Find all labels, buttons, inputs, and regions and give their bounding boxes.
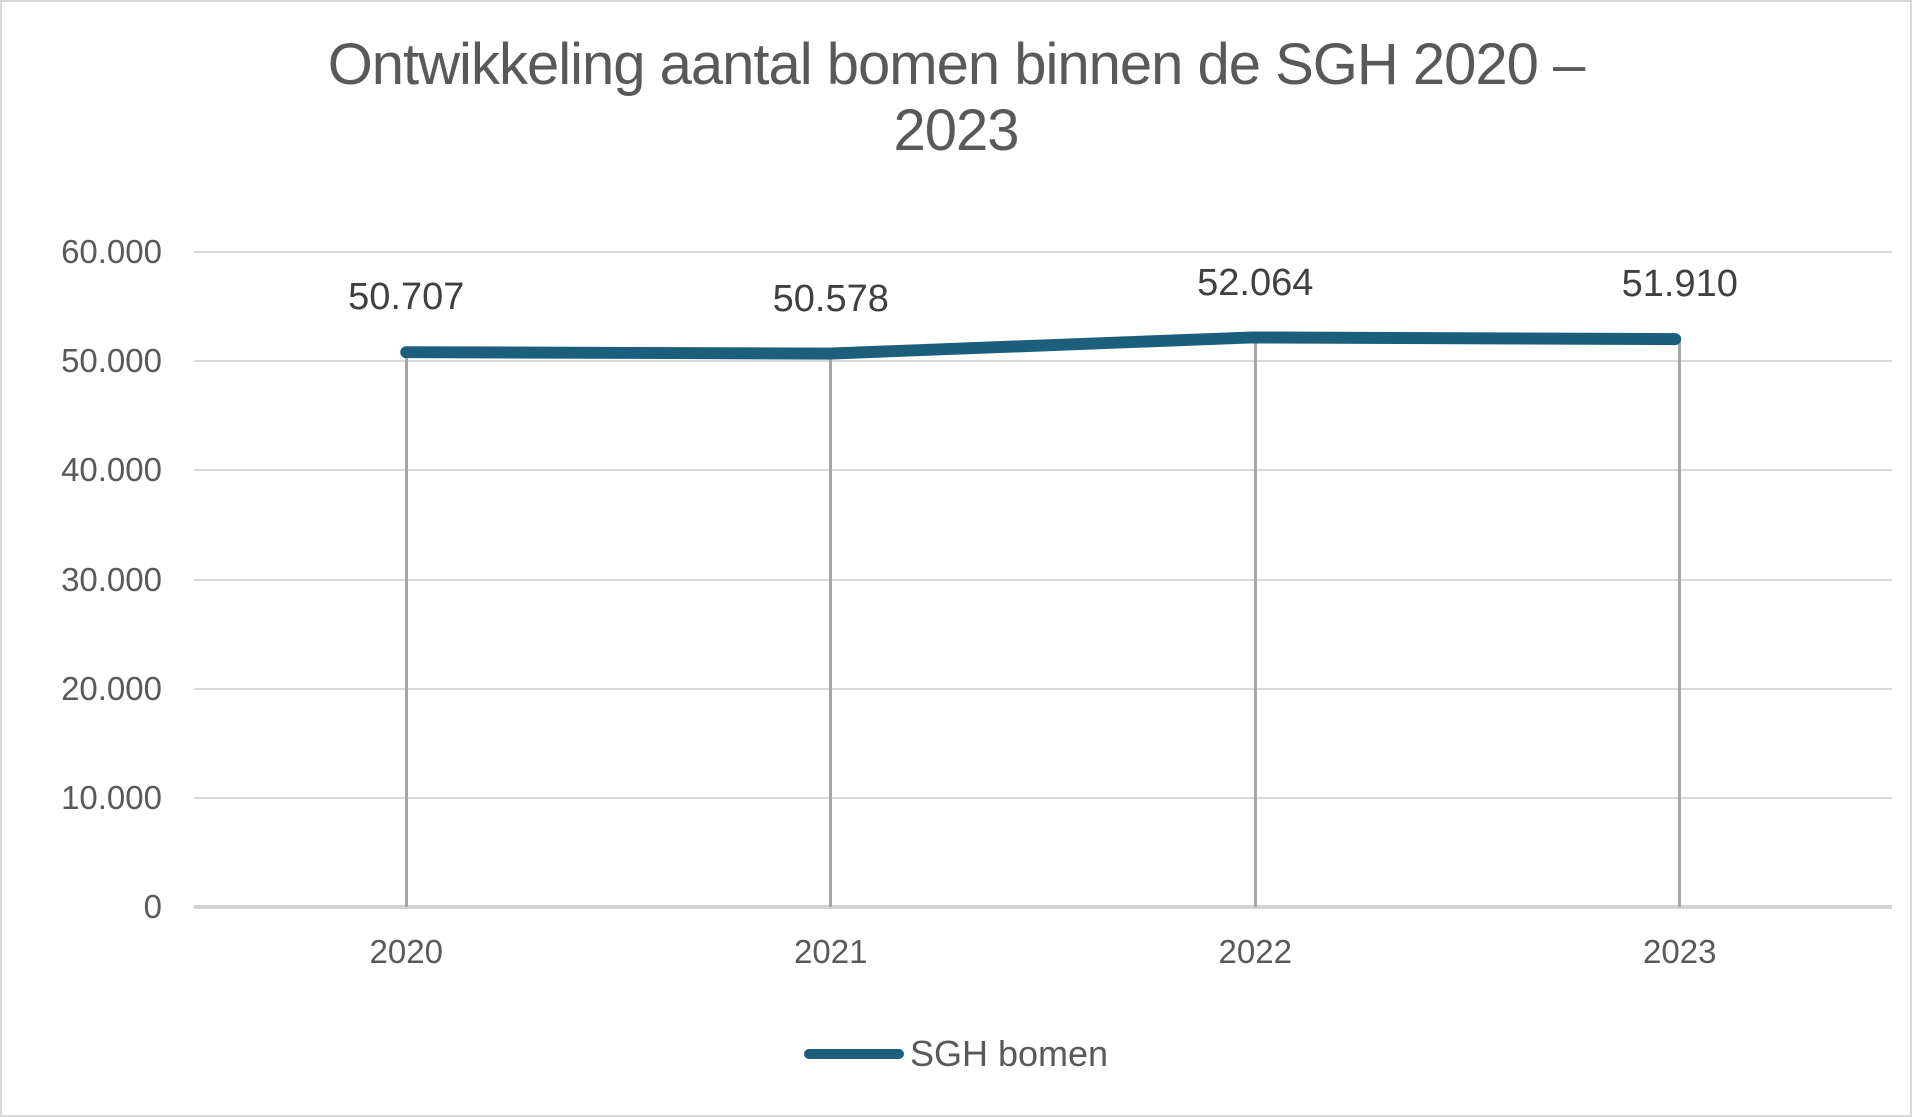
h-gridline <box>194 469 1892 472</box>
drop-line <box>404 353 408 907</box>
chart-title: Ontwikkeling aantal bomen binnen de SGH … <box>2 32 1910 164</box>
x-tick-label: 2022 <box>1218 933 1292 970</box>
y-tick-label: 50.000 <box>61 342 162 380</box>
x-tick-label: 2020 <box>369 933 443 970</box>
h-gridline <box>194 687 1892 690</box>
h-gridline <box>194 796 1892 799</box>
h-gridline <box>194 251 1892 253</box>
h-gridline <box>194 360 1892 363</box>
y-tick-label: 10.000 <box>61 778 162 816</box>
y-tick-label: 0 <box>143 888 162 925</box>
y-tick-label: 30.000 <box>61 560 162 598</box>
legend-label: SGH bomen <box>909 1033 1109 1074</box>
drop-line <box>829 354 833 907</box>
x-axis-line <box>194 905 1892 909</box>
data-label: 50.578 <box>772 277 889 320</box>
data-label: 50.707 <box>348 276 465 319</box>
drop-line <box>1678 340 1682 907</box>
h-gridline <box>194 578 1892 581</box>
data-label: 51.910 <box>1621 263 1738 306</box>
x-tick-label: 2021 <box>794 933 868 970</box>
legend: SGH bomen <box>2 1034 1910 1074</box>
chart-title-line2: 2023 <box>893 98 1019 163</box>
series-line <box>400 331 1682 360</box>
x-tick-label: 2023 <box>1643 933 1717 970</box>
y-tick-label: 20.000 <box>61 669 162 707</box>
data-label: 52.064 <box>1197 261 1314 304</box>
chart-title-line1: Ontwikkeling aantal bomen binnen de SGH … <box>327 32 1586 97</box>
y-tick-label: 40.000 <box>61 451 162 489</box>
legend-line-swatch <box>803 1049 904 1059</box>
y-tick-label: 60.000 <box>61 233 162 270</box>
drop-line <box>1253 338 1257 907</box>
